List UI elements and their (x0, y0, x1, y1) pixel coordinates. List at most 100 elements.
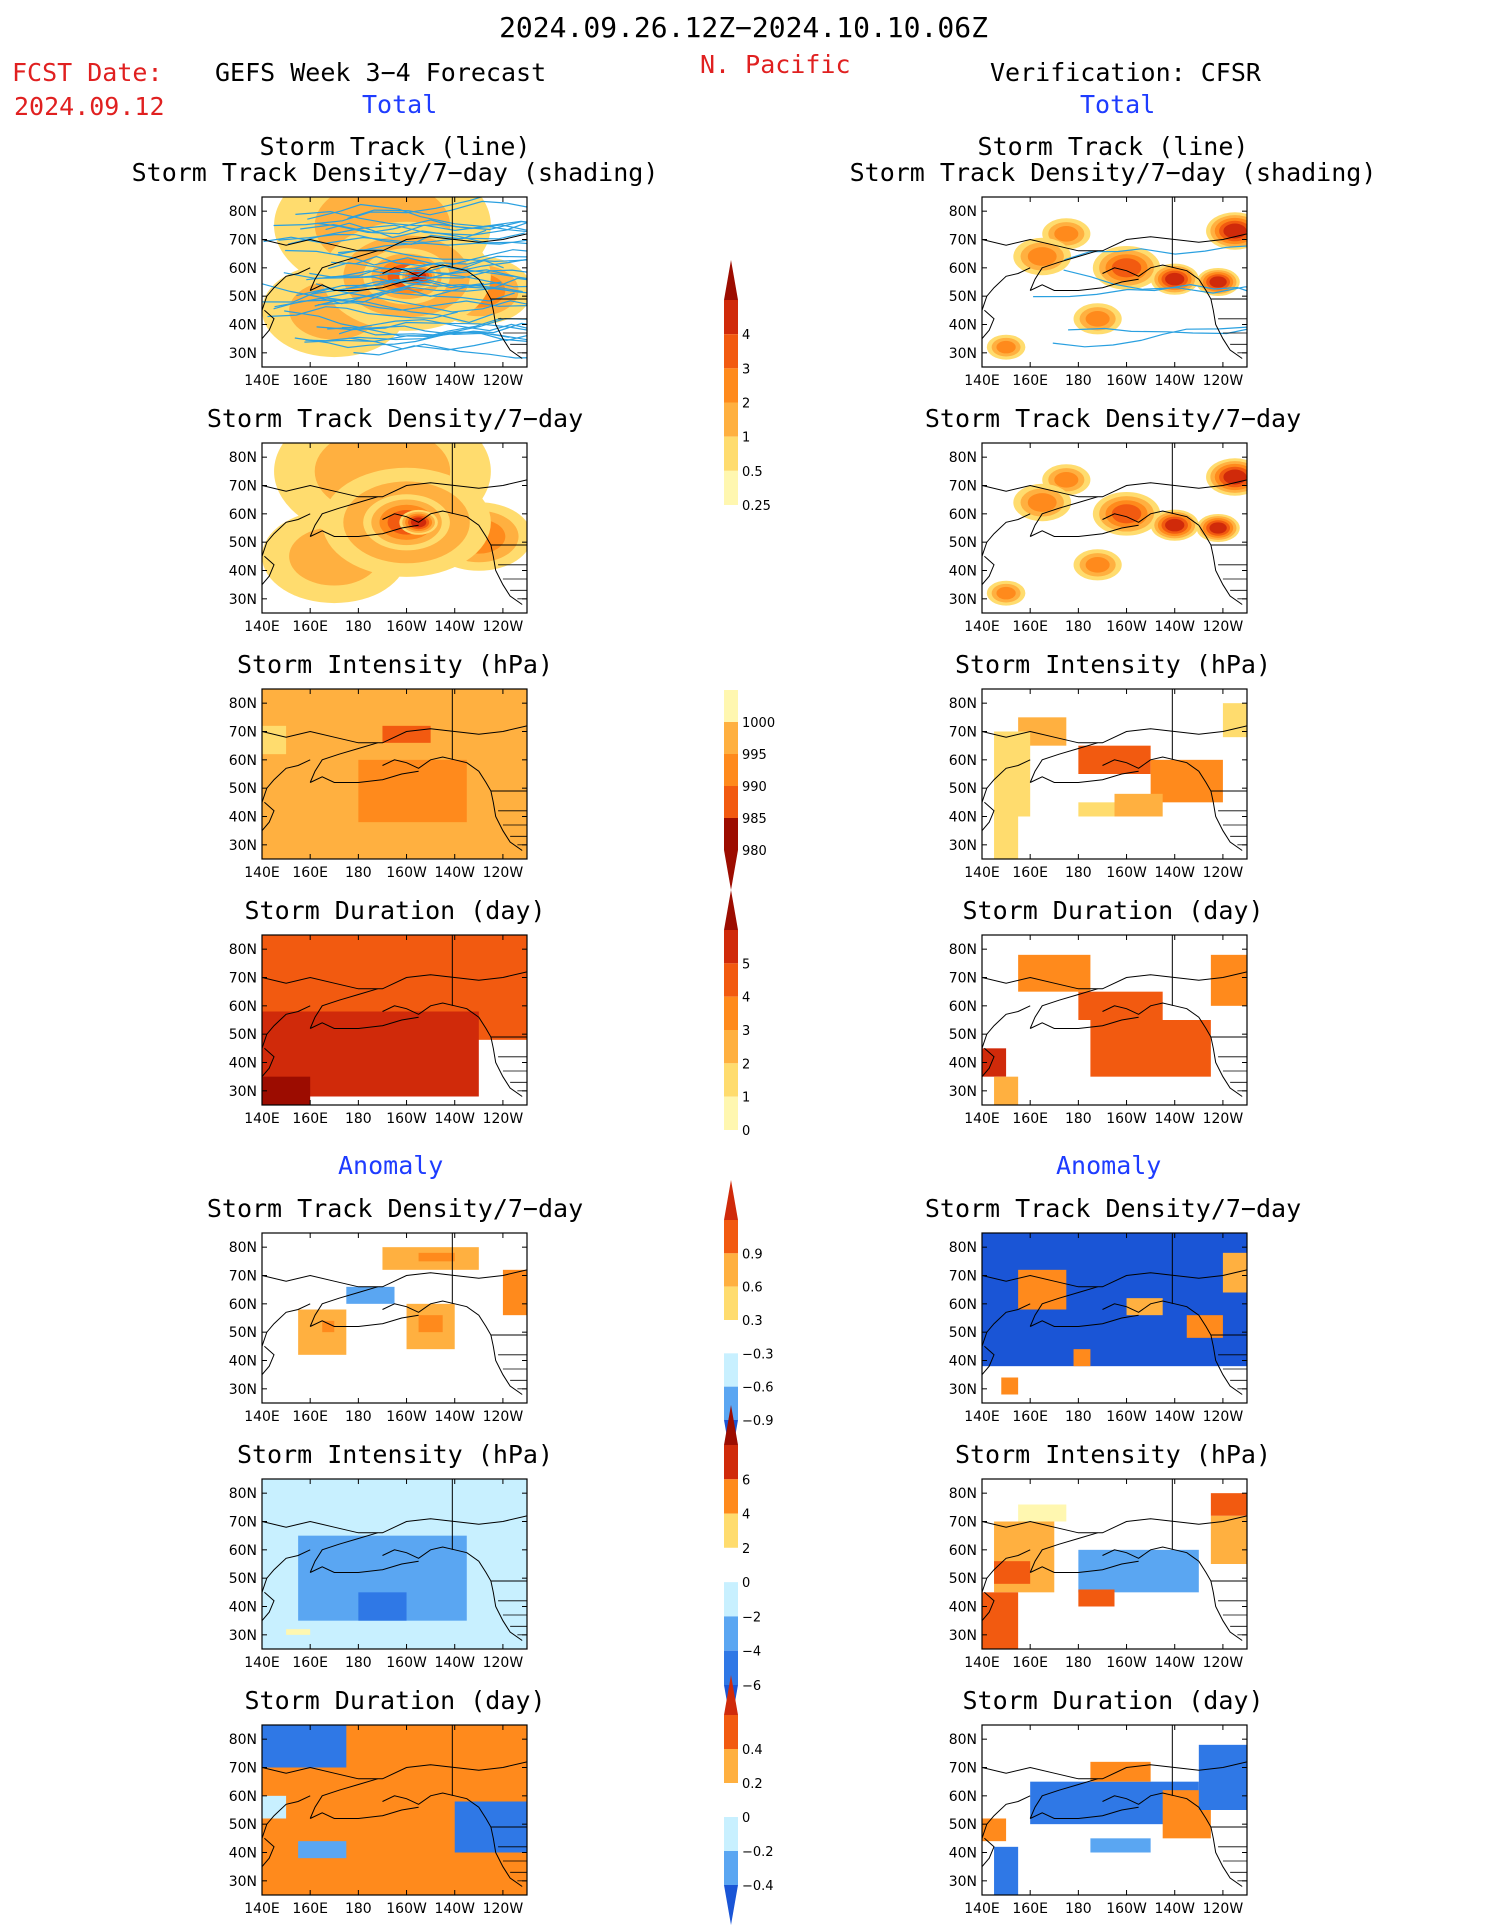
data-cell (1073, 1349, 1091, 1367)
lat-tick-label: 40N (949, 1600, 977, 1616)
map-frame (981, 1478, 1248, 1650)
colorbar-swatch (724, 1749, 738, 1783)
lon-tick-label: 160W (386, 1111, 427, 1127)
lat-tick-label: 50N (949, 289, 977, 305)
lat-tick-label: 70N (229, 479, 257, 495)
data-cell (1210, 954, 1247, 1006)
density-contour (1209, 276, 1227, 288)
lon-tick-label: 180 (345, 1409, 372, 1425)
coastline (309, 250, 378, 291)
lat-tick-label: 50N (229, 1325, 257, 1341)
lat-tick-label: 40N (229, 318, 257, 334)
coastline (1102, 510, 1243, 605)
lon-tick-label: 180 (1065, 373, 1092, 389)
colorbar-label: 0.9 (742, 1247, 763, 1262)
lon-tick-label: 140W (1154, 1409, 1195, 1425)
coastline (262, 1515, 527, 1534)
coastline (1029, 1016, 1139, 1029)
storm-track-line (316, 222, 527, 235)
coastline (262, 267, 311, 311)
storm-track-line (278, 229, 487, 246)
coastline (982, 1591, 995, 1622)
colorbar-label: −4 (742, 1645, 761, 1660)
colorbar-density-total: 4 3 2 1 0.5 0.25 (724, 260, 771, 514)
colorbar-swatch (724, 1253, 738, 1287)
coastline (982, 971, 1247, 990)
panel-title-l2: Storm Track Density/7−day (206, 404, 584, 433)
density-contour (1054, 472, 1079, 488)
colorbar-arrow-down (724, 1885, 738, 1925)
density-contour (1027, 493, 1057, 512)
lat-tick-label: 30N (949, 592, 977, 608)
map-panel-7: 80N 70N 60N 50N 40N 30N 140E 160E 180 160W 140W 120… (229, 934, 528, 1127)
colorbar-swatch (724, 1851, 738, 1885)
coastline (982, 479, 1247, 498)
colorbar-label: 980 (742, 844, 767, 859)
coastline (982, 759, 1031, 803)
colorbar-arrow-up (724, 1180, 738, 1220)
lat-tick-label: 40N (229, 1600, 257, 1616)
coastline (309, 1314, 419, 1327)
colorbar-swatch (724, 818, 738, 850)
right-total-label: Total (1080, 90, 1156, 119)
colorbar-arrow-up (724, 890, 738, 930)
colorbar-arrow-down (724, 850, 738, 890)
coastline (982, 1345, 995, 1376)
colorbar-label: 0.2 (742, 1777, 763, 1792)
colorbar-swatch (724, 1445, 738, 1480)
storm-track-line (328, 262, 527, 288)
density-contour (996, 340, 1016, 354)
data-cell (502, 1269, 527, 1316)
colorbar-label: 0 (742, 1811, 750, 1826)
colorbar-swatch (724, 1353, 738, 1387)
storm-track-line (353, 338, 527, 356)
storm-track-line (311, 249, 527, 295)
data-cell (262, 725, 287, 755)
coastline (1029, 524, 1139, 537)
lon-tick-label: 140W (434, 1655, 475, 1671)
lat-tick-label: 50N (229, 289, 257, 305)
lat-tick-label: 80N (949, 204, 977, 220)
lon-tick-label: 160E (292, 865, 328, 881)
colorbar-swatch (724, 334, 738, 369)
lon-tick-label: 160E (1012, 865, 1048, 881)
storm-track-line (1063, 269, 1247, 294)
coastline (1102, 1002, 1243, 1097)
data-cell (1090, 1020, 1211, 1077)
lat-tick-label: 80N (229, 450, 257, 466)
density-contour (1054, 226, 1079, 242)
lat-tick-label: 70N (949, 233, 977, 249)
colorbar-label: −2 (742, 1610, 761, 1625)
storm-track-line (317, 300, 527, 311)
colorbar-density-anom: 0.9 0.6 0.3 −0.3 −0.6 −0.9 (724, 1180, 774, 1460)
data-cell (358, 1592, 407, 1621)
coastline (382, 510, 523, 605)
lon-tick-label: 140E (244, 1111, 280, 1127)
lat-tick-label: 70N (949, 1269, 977, 1285)
lon-tick-label: 140E (964, 1409, 1000, 1425)
colorbar-label: −0.6 (742, 1381, 774, 1396)
storm-track-line (1064, 245, 1247, 261)
lat-tick-label: 60N (949, 261, 977, 277)
coastline (262, 1549, 311, 1593)
data-cell (1001, 1377, 1019, 1395)
coastline (382, 1546, 523, 1641)
lat-tick-label: 30N (949, 1628, 977, 1644)
colorbar-swatch (724, 1513, 738, 1548)
storm-track-line (349, 258, 527, 284)
data-cell (1210, 1515, 1247, 1564)
lon-tick-label: 160E (292, 373, 328, 389)
data-cell (1078, 1549, 1199, 1593)
lon-tick-label: 160E (292, 1655, 328, 1671)
lon-tick-label: 140E (244, 1655, 280, 1671)
panel-title-l1a: Storm Track (line) (259, 132, 531, 161)
coastline (982, 1837, 995, 1868)
map-panel-5: 80N 70N 60N 50N 40N 30N 140E 160E 180 160W 140W 120… (229, 688, 528, 881)
lat-tick-label: 30N (949, 346, 977, 362)
lon-tick-label: 180 (1065, 1111, 1092, 1127)
fcst-date-label: FCST Date: (12, 58, 163, 87)
data-cell (982, 1818, 1007, 1842)
data-cell (382, 725, 431, 743)
lon-tick-label: 140E (244, 373, 280, 389)
map-frame (261, 688, 528, 860)
